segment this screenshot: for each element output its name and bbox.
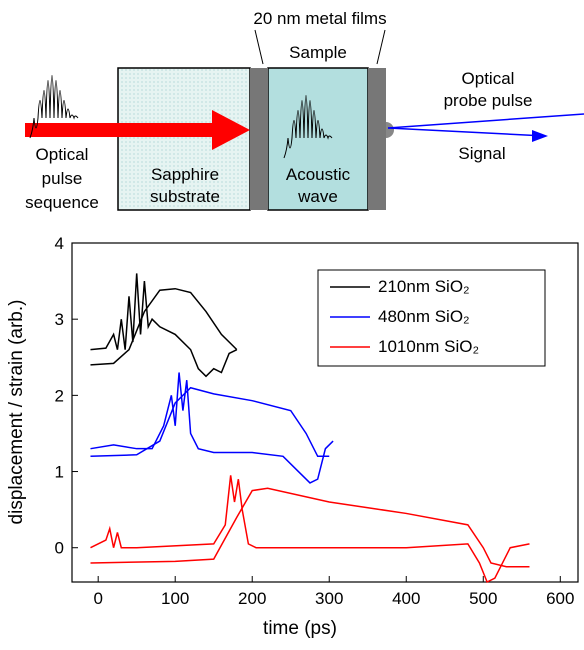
substrate-label: Sapphire (151, 165, 219, 184)
x-tick-label: 500 (469, 589, 497, 608)
series-line (90, 386, 330, 458)
pulse-label: Optical (36, 145, 89, 164)
probe-label: Optical (462, 69, 515, 88)
acoustic-wave (283, 95, 333, 159)
series-line (90, 487, 530, 568)
wave-label: Acoustic (286, 165, 351, 184)
x-tick-label: 200 (238, 589, 266, 608)
probe-beam (387, 113, 584, 129)
legend-box (317, 269, 546, 367)
x-tick-label: 300 (315, 589, 343, 608)
signal-beam (387, 127, 546, 137)
pointer (376, 29, 386, 65)
y-axis-title: displacement / strain (arb.) (6, 300, 27, 525)
x-tick-label: 100 (161, 589, 189, 608)
signal-label: Signal (458, 144, 505, 163)
probe-spot (386, 122, 394, 138)
signal-arrow-head (532, 130, 548, 142)
x-axis-title: time (ps) (263, 618, 337, 639)
series-line (90, 372, 334, 484)
y-tick-label: 0 (55, 539, 64, 558)
legend-label: 480nm SiO₂ (378, 307, 470, 326)
y-tick-label: 4 (55, 234, 64, 253)
legend-label: 210nm SiO₂ (378, 277, 470, 296)
series-line (90, 273, 238, 378)
pulse-label: sequence (25, 193, 99, 212)
pump-arrow (25, 123, 215, 137)
series-line (90, 475, 530, 584)
chart: time (ps) displacement / strain (arb.) 0… (6, 234, 579, 639)
pump-arrow-head (212, 110, 250, 150)
sample (267, 67, 369, 211)
substrate-label: substrate (150, 187, 220, 206)
x-tick-label: 0 (93, 589, 102, 608)
y-tick-label: 3 (55, 310, 64, 329)
legend-label: 1010nm SiO₂ (378, 337, 479, 356)
pulse-label: pulse (42, 169, 83, 188)
sample-label: Sample (289, 43, 347, 62)
series-line (90, 287, 238, 366)
probe-label: probe pulse (444, 91, 533, 110)
x-tick-label: 400 (392, 589, 420, 608)
x-tick-label: 600 (546, 589, 574, 608)
metal-film (368, 68, 386, 210)
y-tick-label: 2 (55, 386, 64, 405)
wave-label: wave (297, 187, 338, 206)
films-label: 20 nm metal films (253, 9, 386, 28)
metal-film (250, 68, 268, 210)
diagram: 20 nm metal films Sample Optical probe p… (25, 9, 584, 212)
pointer (254, 29, 264, 65)
pulse-sequence (29, 75, 79, 139)
plot-frame (71, 242, 579, 583)
y-tick-label: 1 (55, 463, 64, 482)
